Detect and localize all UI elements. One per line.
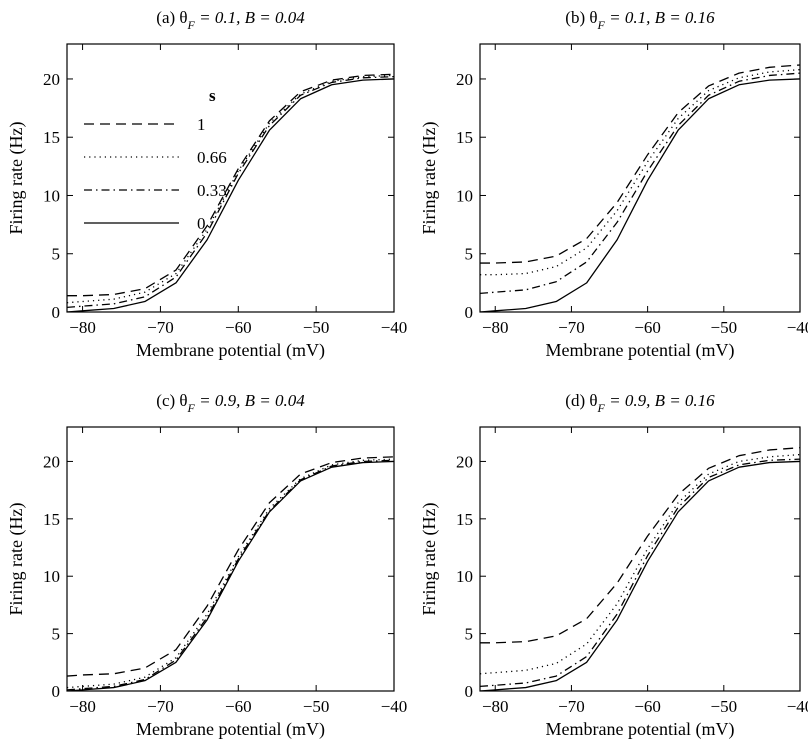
x-tick-label: −40 — [381, 697, 408, 716]
series-line-s-0_66 — [67, 74, 394, 304]
legend: s1 0.66 0.33 0 — [84, 86, 227, 233]
plot-title: (c) θF = 0.9, B = 0.04 — [156, 391, 305, 415]
subplot-1: (a) θF = 0.1, B = 0.04 −80 −70 −60 −50 −40 0 5 1… — [6, 8, 407, 361]
y-tick-label: 15 — [456, 128, 473, 147]
y-tick-label: 20 — [456, 70, 473, 89]
y-axis-label: Firing rate (Hz) — [6, 503, 27, 616]
y-tick-label: 5 — [465, 245, 474, 264]
x-tick-label: −80 — [69, 697, 96, 716]
title-prefix: (b) θ — [565, 8, 597, 27]
series-line-s-0_33 — [67, 459, 394, 691]
x-tick-label: −40 — [381, 318, 408, 337]
series-line-s-1 — [67, 73, 394, 297]
series-line-s-0_33 — [480, 458, 800, 688]
y-tick-label: 5 — [465, 625, 474, 644]
title-subscript: F — [187, 401, 196, 415]
series-line-s-0 — [67, 460, 394, 691]
x-tick-label: −50 — [303, 697, 330, 716]
y-tick-label: 0 — [465, 303, 474, 322]
axes-frame — [66, 426, 395, 692]
x-axis-label: Membrane potential (mV) — [136, 719, 325, 740]
title-rest: = 0.9, B = 0.04 — [195, 391, 305, 410]
title-subscript: F — [187, 18, 196, 32]
y-tick-label: 5 — [52, 625, 61, 644]
legend-label: 0 — [197, 214, 206, 233]
x-tick-label: −50 — [711, 318, 738, 337]
y-tick-label: 20 — [43, 70, 60, 89]
y-axis-label: Firing rate (Hz) — [419, 503, 440, 616]
y-tick-label: 15 — [43, 510, 60, 529]
series-line-s-0_66 — [480, 68, 800, 276]
x-tick-label: −50 — [303, 318, 330, 337]
series-line-s-0 — [480, 78, 800, 312]
x-tick-label: −70 — [147, 697, 174, 716]
legend-label: 1 — [197, 115, 206, 134]
title-subscript: F — [597, 401, 606, 415]
title-prefix: (a) θ — [156, 8, 187, 27]
title-rest: = 0.1, B = 0.04 — [195, 8, 305, 27]
x-tick-label: −70 — [147, 318, 174, 337]
subplot-2: (b) θF = 0.1, B = 0.16 −80 −70 −60 −50 −40 0 5 1… — [419, 8, 808, 361]
series-line-s-0_33 — [480, 72, 800, 295]
x-tick-label: −80 — [69, 318, 96, 337]
y-axis-label: Firing rate (Hz) — [6, 122, 27, 235]
plot-title: (d) θF = 0.9, B = 0.16 — [565, 391, 715, 415]
x-tick-label: −70 — [558, 318, 585, 337]
title-rest: = 0.9, B = 0.16 — [605, 391, 715, 410]
x-tick-label: −40 — [787, 318, 808, 337]
x-tick-label: −60 — [634, 697, 661, 716]
x-tick-label: −60 — [225, 318, 252, 337]
y-tick-label: 10 — [43, 567, 60, 586]
x-axis-label: Membrane potential (mV) — [136, 340, 325, 361]
legend-label: 0.66 — [197, 148, 227, 167]
series-line-s-0_66 — [67, 458, 394, 689]
title-prefix: (d) θ — [565, 391, 597, 410]
y-tick-label: 10 — [456, 567, 473, 586]
x-axis-label: Membrane potential (mV) — [546, 340, 735, 361]
title-rest: = 0.1, B = 0.16 — [605, 8, 715, 27]
x-axis-label: Membrane potential (mV) — [546, 719, 735, 740]
y-tick-label: 20 — [456, 452, 473, 471]
y-tick-label: 15 — [43, 128, 60, 147]
y-tick-label: 10 — [456, 186, 473, 205]
y-tick-label: 20 — [43, 452, 60, 471]
plot-title: (b) θF = 0.1, B = 0.16 — [565, 8, 715, 32]
y-tick-label: 15 — [456, 510, 473, 529]
title-subscript: F — [597, 18, 606, 32]
legend-label: 0.33 — [197, 181, 227, 200]
y-tick-label: 10 — [43, 186, 60, 205]
y-tick-label: 0 — [52, 303, 61, 322]
subplot-4: (d) θF = 0.9, B = 0.16 −80 −70 −60 −50 −40 0 5 1… — [419, 391, 808, 740]
series-line-s-1 — [480, 64, 800, 264]
x-tick-label: −80 — [482, 318, 509, 337]
series-line-s-1 — [480, 447, 800, 644]
x-tick-label: −70 — [558, 697, 585, 716]
series-line-s-1 — [67, 456, 394, 677]
legend-title: s — [209, 86, 216, 105]
x-tick-label: −80 — [482, 697, 509, 716]
series-line-s-0_33 — [67, 75, 394, 308]
series-line-s-0 — [480, 460, 800, 691]
x-tick-label: −60 — [634, 318, 661, 337]
subplot-3: (c) θF = 0.9, B = 0.04 −80 −70 −60 −50 −40 0 5 1… — [6, 391, 407, 740]
x-tick-label: −60 — [225, 697, 252, 716]
x-tick-label: −40 — [787, 697, 808, 716]
title-prefix: (c) θ — [156, 391, 187, 410]
y-tick-label: 0 — [465, 682, 474, 701]
axes-frame — [66, 43, 395, 313]
series-line-s-0 — [67, 78, 394, 312]
y-tick-label: 0 — [52, 682, 61, 701]
axes-frame — [479, 43, 801, 313]
y-axis-label: Firing rate (Hz) — [419, 122, 440, 235]
axes-frame — [479, 426, 801, 692]
x-tick-label: −50 — [711, 697, 738, 716]
y-tick-label: 5 — [52, 245, 61, 264]
plot-title: (a) θF = 0.1, B = 0.04 — [156, 8, 305, 32]
